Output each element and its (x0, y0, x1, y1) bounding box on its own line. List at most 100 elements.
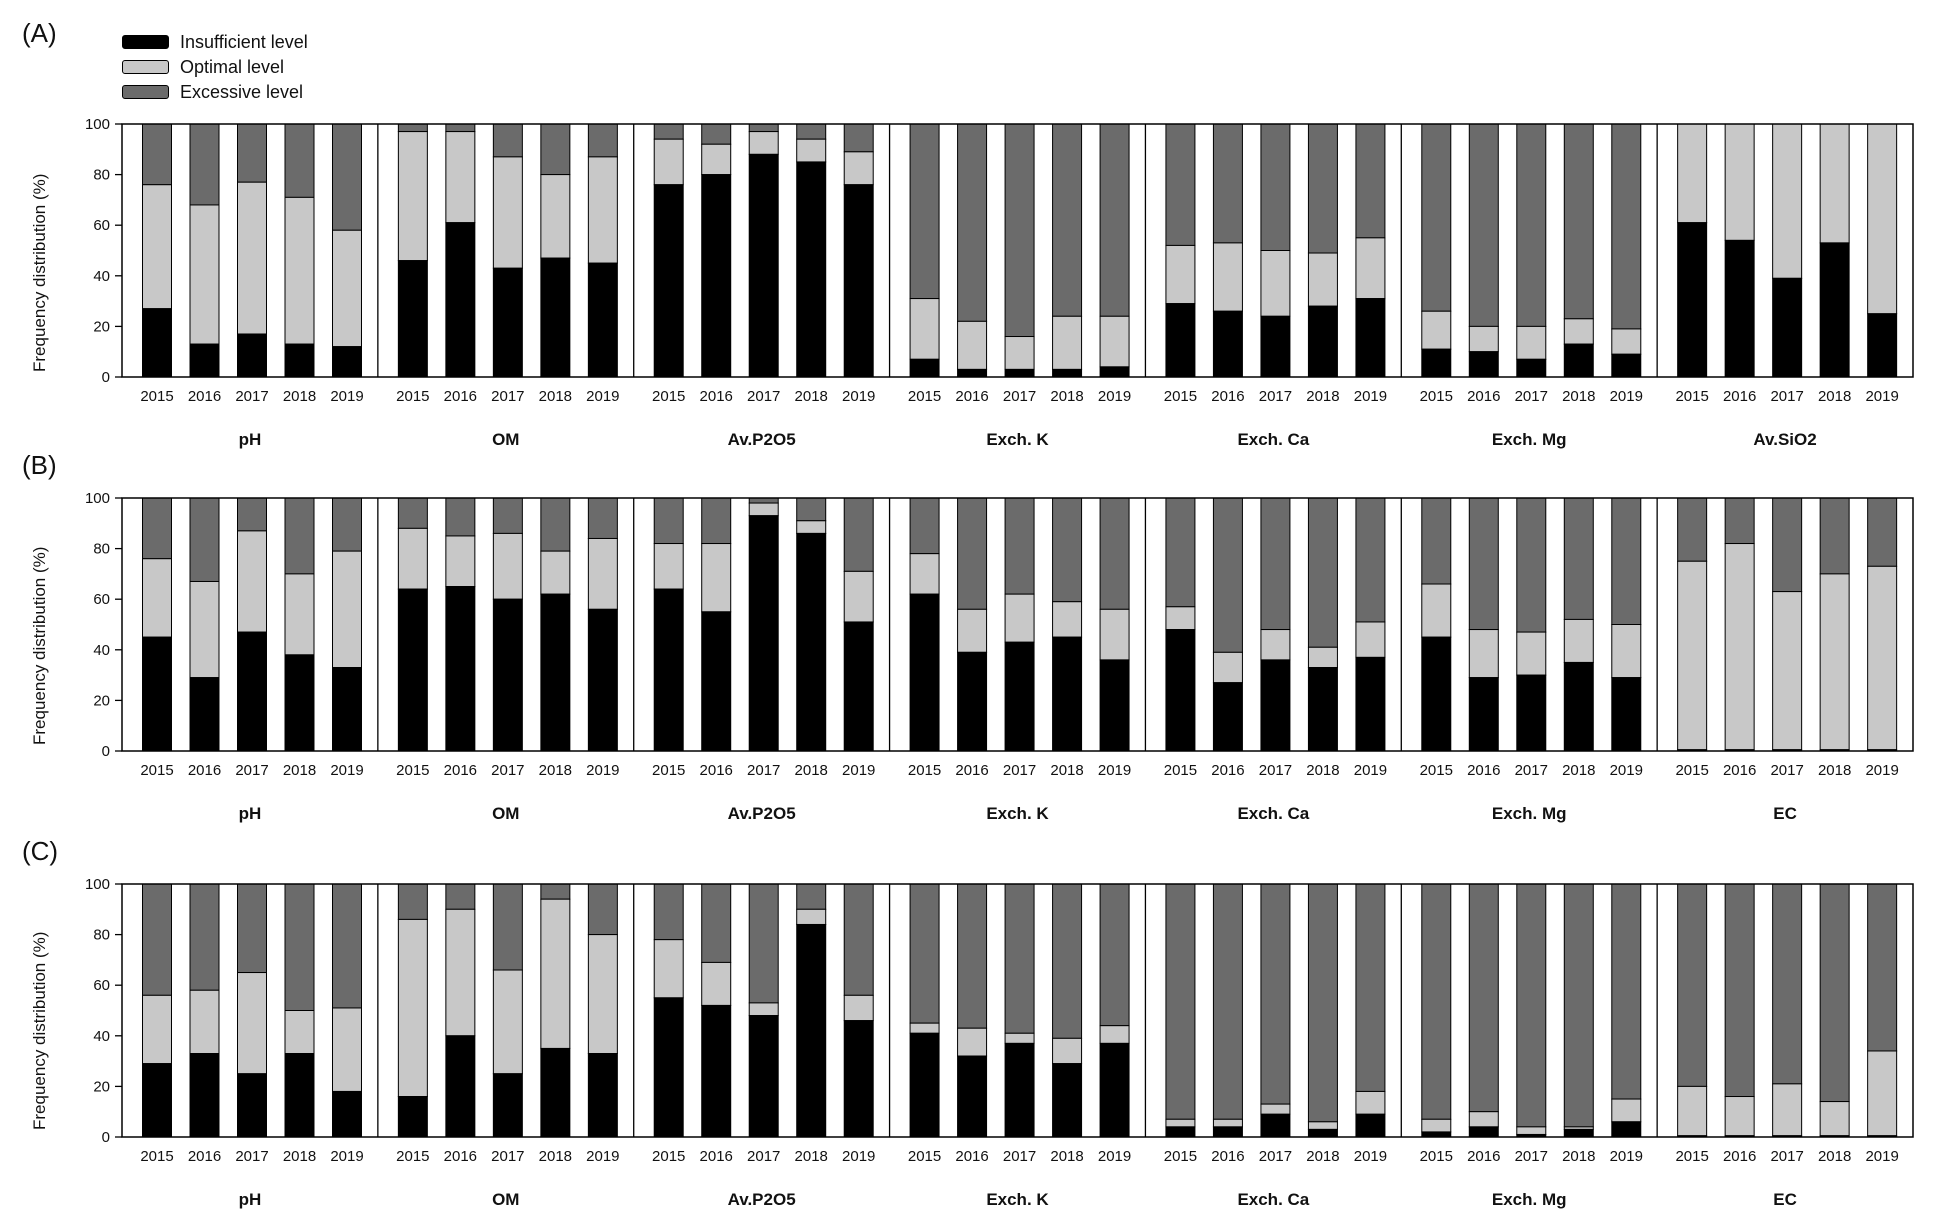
x-tick-label-b-2-2017: 2017 (747, 762, 780, 779)
bar-insufficient-a-2-2019 (843, 184, 874, 378)
bar-insufficient-c-1-2017 (492, 1073, 523, 1138)
bar-insufficient-a-5-2016 (1468, 351, 1499, 378)
y-tick-label-a-80: 80 (93, 167, 110, 184)
bar-excessive-c-3-2016 (957, 883, 988, 1029)
bar-insufficient-b-4-2018 (1307, 667, 1338, 752)
bar-optimal-b-6-2016 (1724, 543, 1755, 751)
bar-excessive-b-3-2015 (909, 497, 940, 555)
bar-insufficient-c-2-2016 (701, 1004, 732, 1138)
bar-optimal-a-5-2019 (1611, 328, 1642, 355)
bar-optimal-c-2-2015 (653, 939, 684, 999)
x-tick-label-a-3-2018: 2018 (1050, 388, 1083, 405)
bar-insufficient-b-2-2015 (653, 588, 684, 752)
bar-excessive-a-0-2017 (237, 123, 267, 183)
bar-optimal-a-3-2015 (909, 298, 940, 360)
bar-excessive-b-6-2018 (1819, 497, 1850, 575)
bar-excessive-c-1-2017 (492, 883, 523, 971)
bar-optimal-b-5-2015 (1421, 583, 1452, 638)
bar-optimal-b-2-2019 (843, 570, 874, 623)
bar-excessive-b-2-2019 (843, 497, 874, 572)
bar-optimal-a-0-2016 (189, 204, 220, 345)
x-tick-label-b-4-2019: 2019 (1354, 762, 1387, 779)
bar-excessive-c-1-2015 (397, 883, 428, 920)
bar-optimal-a-2-2018 (796, 138, 827, 163)
bar-excessive-b-5-2015 (1421, 497, 1452, 585)
bar-optimal-b-5-2017 (1516, 631, 1547, 676)
legend-item-excessive: Excessive level (122, 80, 382, 104)
bar-excessive-b-1-2018 (540, 497, 571, 552)
bar-optimal-b-0-2016 (189, 580, 220, 679)
bar-optimal-a-0-2017 (237, 181, 267, 335)
panel-label-c: (C) (22, 836, 59, 866)
x-tick-label-b-6-2015: 2015 (1675, 762, 1708, 779)
bar-insufficient-a-3-2017 (1004, 368, 1035, 378)
x-tick-label-b-4-2015: 2015 (1164, 762, 1197, 779)
bar-optimal-b-4-2016 (1212, 651, 1243, 684)
x-tick-label-c-0-2018: 2018 (283, 1148, 316, 1165)
bar-insufficient-c-2-2017 (748, 1015, 779, 1138)
bar-excessive-a-0-2019 (332, 123, 362, 231)
bar-optimal-b-1-2018 (540, 550, 571, 595)
bar-insufficient-a-2-2015 (653, 184, 684, 378)
bar-excessive-b-3-2017 (1004, 497, 1035, 595)
x-tick-label-a-4-2019: 2019 (1354, 388, 1387, 405)
bar-excessive-b-0-2019 (332, 497, 362, 552)
bar-excessive-b-6-2019 (1867, 497, 1898, 567)
x-tick-label-c-2-2018: 2018 (795, 1148, 828, 1165)
bar-excessive-b-5-2016 (1468, 497, 1499, 631)
x-tick-label-a-3-2015: 2015 (908, 388, 941, 405)
bar-excessive-a-5-2017 (1516, 123, 1547, 327)
bar-insufficient-a-3-2016 (957, 368, 988, 378)
bar-insufficient-c-3-2016 (957, 1055, 988, 1138)
bar-excessive-c-5-2015 (1421, 883, 1452, 1120)
x-tick-label-a-2-2016: 2016 (700, 388, 733, 405)
plot-frame-a (121, 123, 1914, 378)
legend-label-insufficient: Insufficient level (180, 32, 308, 52)
y-tick-label-b-60: 60 (93, 591, 110, 608)
bar-optimal-a-6-2017 (1772, 123, 1803, 279)
bar-optimal-b-4-2015 (1165, 606, 1196, 631)
x-tick-label-a-6-2015: 2015 (1675, 388, 1708, 405)
x-tick-label-b-2-2018: 2018 (795, 762, 828, 779)
x-tick-label-b-3-2019: 2019 (1098, 762, 1131, 779)
bar-insufficient-a-3-2015 (909, 358, 940, 378)
x-tick-label-c-2-2017: 2017 (747, 1148, 780, 1165)
bar-optimal-a-3-2016 (957, 320, 988, 370)
x-tick-label-a-5-2018: 2018 (1562, 388, 1595, 405)
group-label-c-0: pH (239, 1190, 262, 1209)
bar-insufficient-a-4-2019 (1355, 298, 1386, 378)
bar-optimal-a-4-2017 (1260, 250, 1291, 317)
bar-insufficient-b-3-2016 (957, 651, 988, 752)
x-tick-label-b-0-2016: 2016 (188, 762, 221, 779)
x-tick-label-c-1-2017: 2017 (491, 1148, 524, 1165)
bar-optimal-c-6-2018 (1819, 1101, 1850, 1137)
group-label-b-3: Exch. K (986, 804, 1049, 823)
x-tick-label-b-0-2015: 2015 (140, 762, 173, 779)
bar-excessive-a-3-2016 (957, 123, 988, 322)
bar-excessive-c-4-2019 (1355, 883, 1386, 1092)
bar-excessive-b-4-2016 (1212, 497, 1243, 653)
y-tick-label-a-60: 60 (93, 217, 110, 234)
bar-insufficient-b-5-2019 (1611, 677, 1642, 752)
y-tick-label-c-40: 40 (93, 1028, 110, 1045)
bar-insufficient-a-0-2019 (332, 346, 362, 378)
group-label-b-0: pH (239, 804, 262, 823)
x-tick-label-a-4-2018: 2018 (1306, 388, 1339, 405)
x-tick-label-b-5-2016: 2016 (1467, 762, 1500, 779)
x-tick-label-b-2-2019: 2019 (842, 762, 875, 779)
bar-insufficient-b-3-2017 (1004, 641, 1035, 752)
x-tick-label-a-5-2017: 2017 (1515, 388, 1548, 405)
bar-excessive-a-3-2018 (1052, 123, 1083, 317)
y-tick-label-b-20: 20 (93, 692, 110, 709)
bar-excessive-a-1-2018 (540, 123, 571, 176)
bar-optimal-b-6-2017 (1772, 591, 1803, 751)
group-label-c-6: EC (1773, 1190, 1797, 1209)
bar-excessive-b-4-2018 (1307, 497, 1338, 648)
bar-excessive-a-2-2018 (796, 123, 827, 140)
group-label-b-4: Exch. Ca (1237, 804, 1309, 823)
bar-optimal-b-4-2018 (1307, 646, 1338, 669)
legend: Insufficient level Optimal level Excessi… (122, 30, 382, 110)
bar-optimal-a-5-2016 (1468, 325, 1499, 353)
x-tick-label-a-6-2018: 2018 (1818, 388, 1851, 405)
x-tick-label-b-2-2016: 2016 (700, 762, 733, 779)
